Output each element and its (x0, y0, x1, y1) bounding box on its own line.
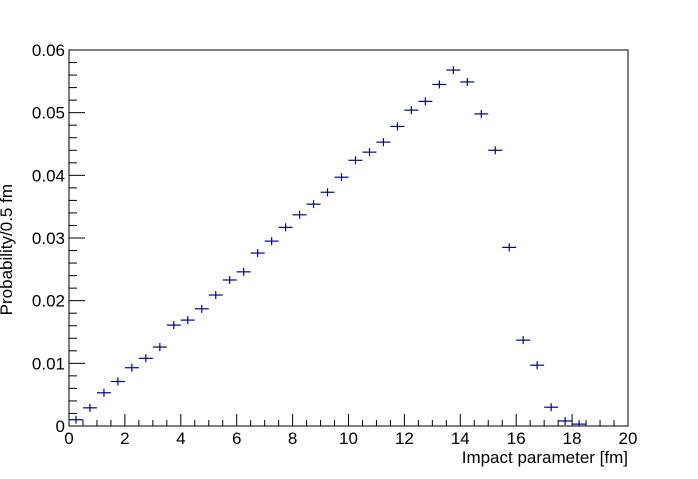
bin-marker (236, 267, 251, 276)
bin-marker (334, 173, 349, 182)
y-tick-label: 0.05 (32, 104, 65, 123)
bin-marker (418, 97, 433, 106)
bin-marker (446, 66, 461, 75)
y-axis-label: Probability/0.5 fm (0, 184, 16, 315)
bin-marker (222, 275, 237, 284)
bin-marker (306, 200, 321, 209)
bin-marker (460, 77, 475, 86)
y-tick-label: 0.06 (32, 41, 65, 60)
bin-marker (544, 403, 559, 412)
x-tick-label: 0 (64, 429, 73, 448)
bin-marker (516, 336, 531, 345)
bin-marker (180, 316, 195, 325)
y-tick-label: 0.04 (32, 166, 65, 185)
y-tick-label: 0 (56, 417, 65, 436)
bin-marker (530, 361, 545, 370)
bin-marker (69, 415, 83, 424)
x-tick-label: 14 (451, 429, 470, 448)
x-tick-label: 16 (507, 429, 526, 448)
y-tick-label: 0.02 (32, 292, 65, 311)
x-tick-label: 8 (288, 429, 297, 448)
x-tick-label: 10 (339, 429, 358, 448)
bin-marker (166, 321, 181, 330)
bin-marker (390, 122, 405, 131)
y-tick-label: 0.03 (32, 229, 65, 248)
bin-marker (208, 291, 223, 300)
bin-marker (376, 138, 391, 147)
x-axis-label: Impact parameter [fm] (462, 448, 628, 467)
bin-marker (488, 146, 503, 155)
bin-marker (138, 354, 153, 363)
bin-marker (320, 188, 335, 197)
bin-marker (572, 420, 587, 426)
x-tick-label: 12 (395, 429, 414, 448)
bin-marker (558, 416, 573, 425)
bin-marker (278, 223, 293, 232)
bin-marker (292, 210, 307, 219)
bin-marker (432, 80, 447, 89)
x-tick-label: 18 (563, 429, 582, 448)
x-tick-label: 6 (232, 429, 241, 448)
x-tick-label: 4 (176, 429, 185, 448)
bin-marker (348, 156, 363, 165)
bin-marker (152, 343, 167, 352)
x-tick-label: 20 (619, 429, 638, 448)
bin-marker (474, 109, 489, 118)
y-tick-label: 0.01 (32, 354, 65, 373)
bin-marker (404, 106, 419, 115)
bin-marker (250, 249, 265, 258)
bin-marker (82, 403, 97, 412)
bin-marker (362, 148, 377, 157)
bin-marker (194, 304, 209, 313)
bin-marker (502, 243, 517, 252)
bin-marker (110, 377, 125, 386)
bin-marker (124, 363, 139, 372)
bin-marker (96, 388, 111, 397)
bin-marker (264, 237, 279, 246)
x-tick-label: 2 (120, 429, 129, 448)
